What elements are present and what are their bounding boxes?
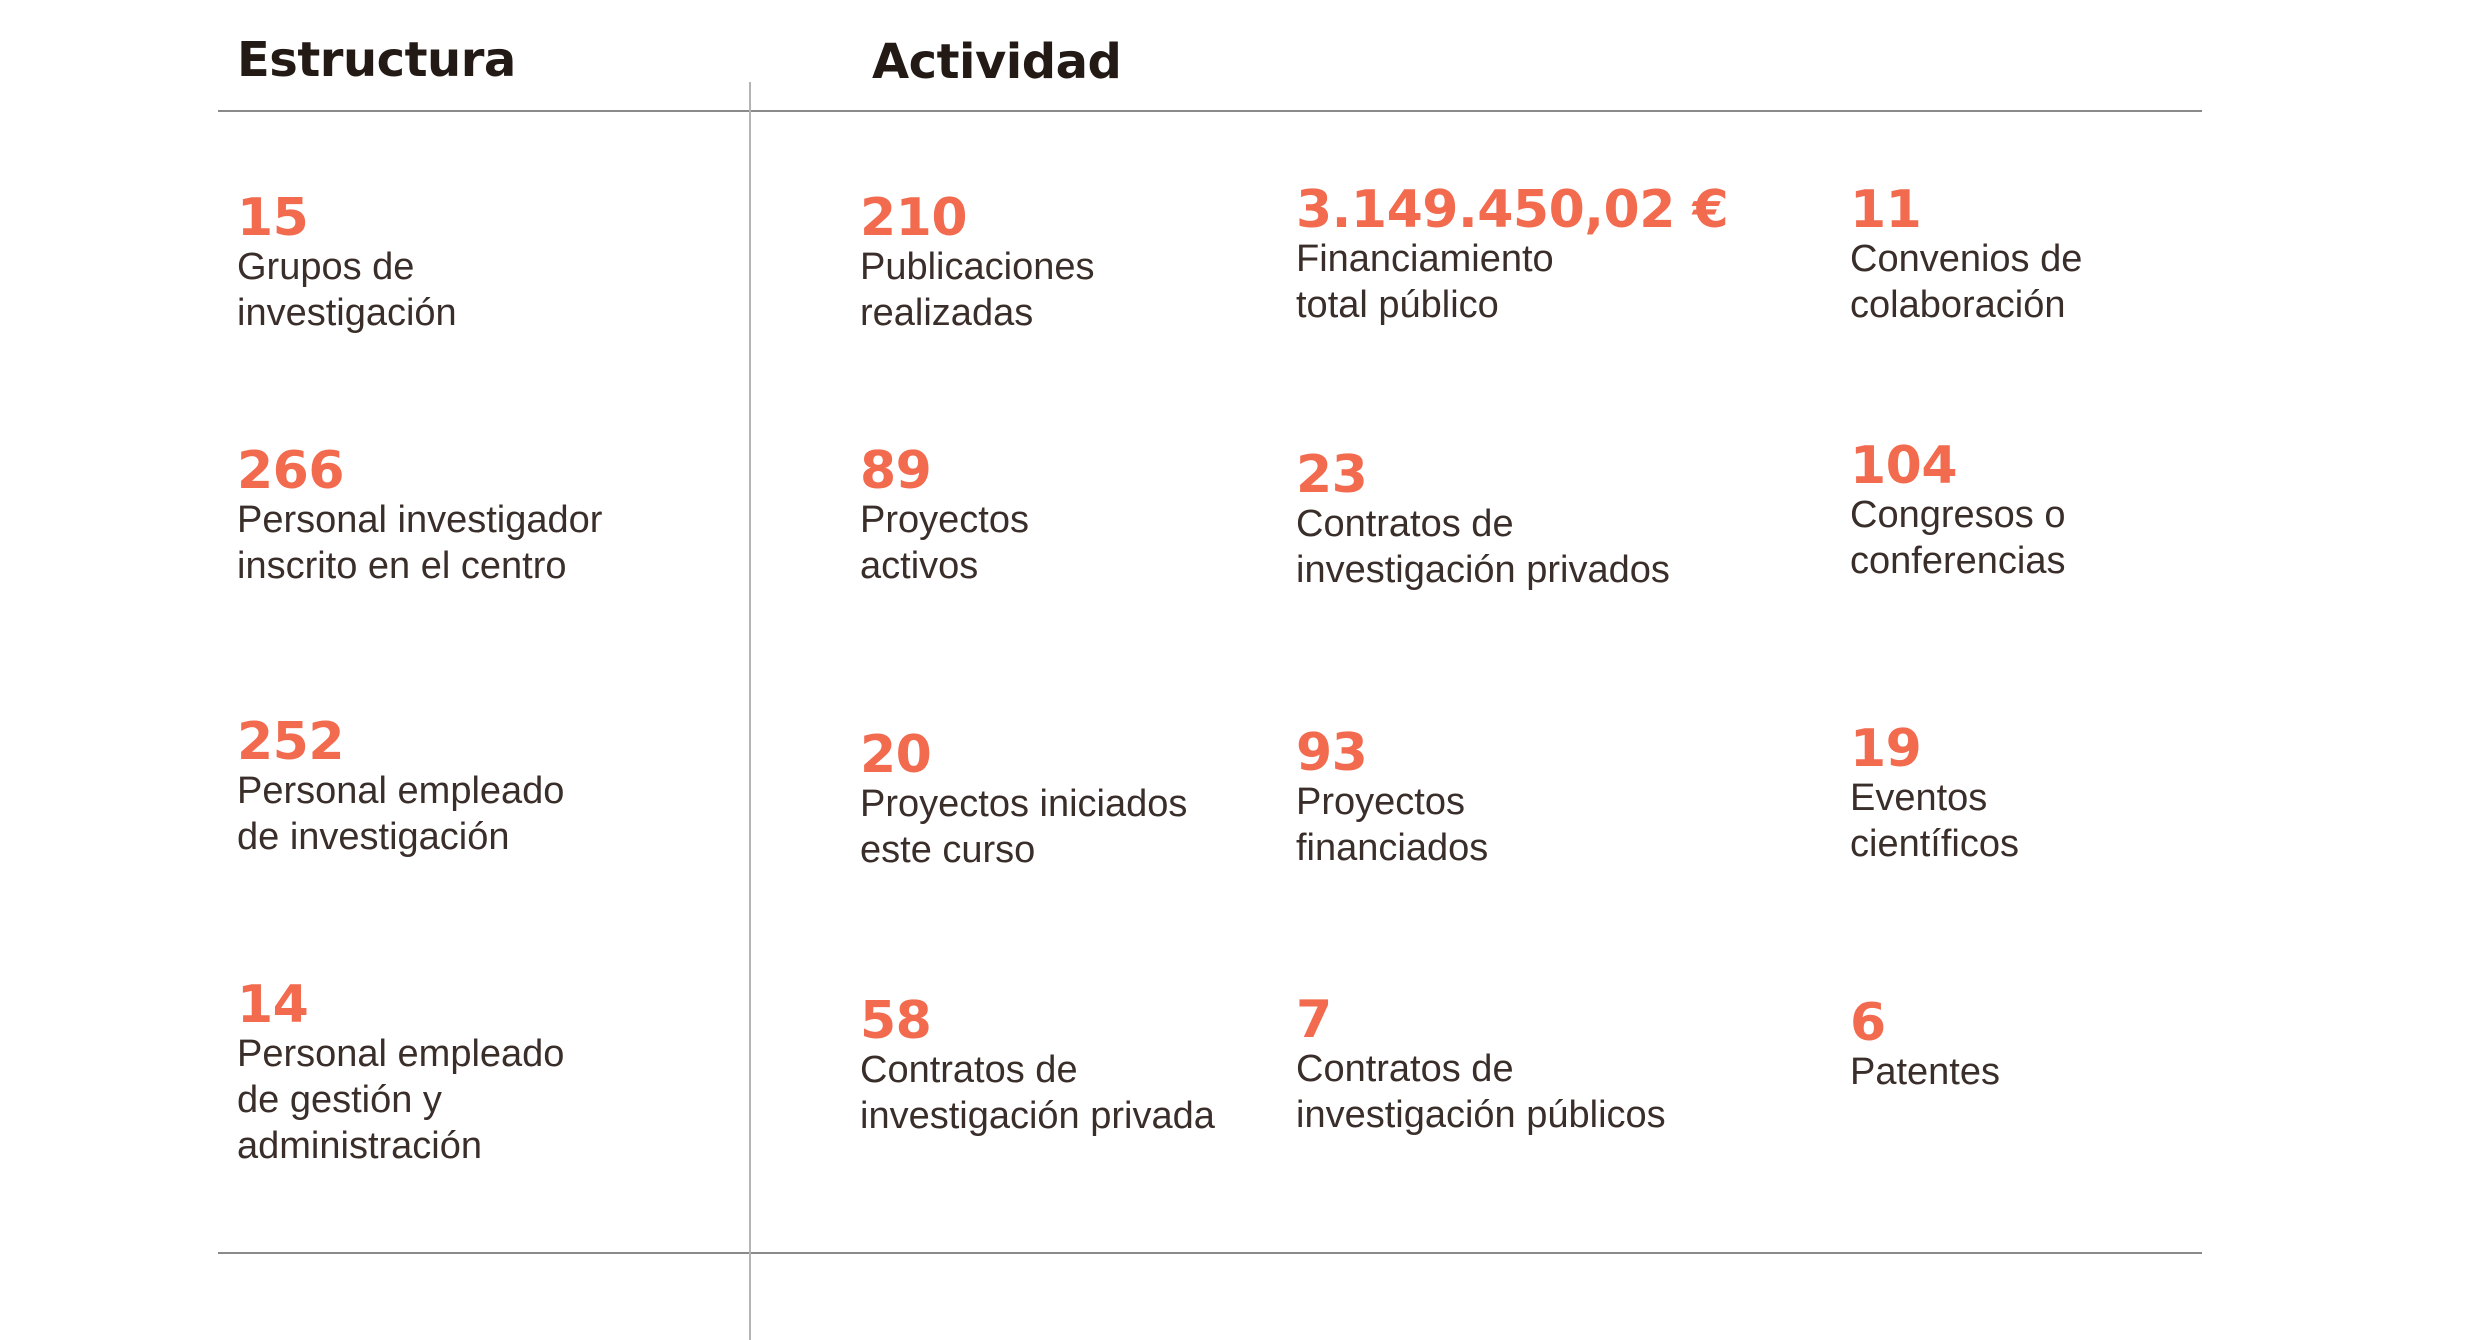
stat-proyectos-financiados: 93 Proyectos financiados: [1296, 725, 1488, 871]
stat-value: 19: [1850, 719, 1922, 779]
stat-personal-investigador: 266 Personal investigador inscrito en el…: [237, 443, 602, 589]
stat-value: 20: [860, 725, 932, 785]
stat-value: 89: [860, 441, 932, 501]
stat-label: Personal investigador inscrito en el cen…: [237, 499, 603, 587]
stat-label: Financiamiento total público: [1296, 238, 1554, 326]
stat-value: 58: [860, 991, 932, 1051]
stat-value: 14: [237, 975, 309, 1035]
stat-value: 104: [1850, 436, 1958, 496]
stat-label: Contratos de investigación privada: [860, 1049, 1215, 1137]
stat-label: Convenios de colaboración: [1850, 238, 2083, 326]
stat-value: 252: [237, 712, 345, 772]
stat-value: 11: [1850, 180, 1922, 240]
stat-value: 93: [1296, 723, 1368, 783]
bottom-divider: [218, 1252, 2202, 1254]
stat-value: 210: [860, 188, 968, 248]
stat-label: Grupos de investigación: [237, 246, 457, 334]
stat-value: 6: [1850, 993, 1886, 1053]
stat-contratos-privados: 23 Contratos de investigación privados: [1296, 447, 1670, 593]
stat-label: Proyectos financiados: [1296, 781, 1489, 869]
stat-label: Patentes: [1850, 1051, 2000, 1093]
stat-label: Proyectos iniciados este curso: [860, 783, 1188, 871]
column-divider: [749, 82, 751, 1340]
top-divider: [218, 110, 2202, 112]
stat-financiamiento: 3.149.450,02 € Financiamiento total públ…: [1296, 180, 1729, 328]
stat-value: 266: [237, 441, 345, 501]
stat-personal-empleado-investigacion: 252 Personal empleado de investigación: [237, 714, 564, 860]
stat-contratos-investigacion-privada: 58 Contratos de investigación privada: [860, 993, 1215, 1139]
stat-label: Contratos de investigación públicos: [1296, 1048, 1666, 1136]
stat-grupos-investigacion: 15 Grupos de investigación: [237, 190, 457, 336]
stat-label: Publicaciones realizadas: [860, 246, 1095, 334]
stat-value: 7: [1296, 990, 1332, 1050]
stat-value: 23: [1296, 445, 1368, 505]
stat-congresos: 104 Congresos o conferencias: [1850, 438, 2065, 584]
stat-proyectos-iniciados: 20 Proyectos iniciados este curso: [860, 727, 1187, 873]
stat-label: Personal empleado de investigación: [237, 770, 565, 858]
stat-label: Personal empleado de gestión y administr…: [237, 1033, 565, 1167]
stat-value: 15: [237, 188, 309, 248]
stat-publicaciones: 210 Publicaciones realizadas: [860, 190, 1094, 336]
stat-convenios: 11 Convenios de colaboración: [1850, 182, 2082, 328]
stat-label: Congresos o conferencias: [1850, 494, 2066, 582]
section-title-estructura: Estructura: [237, 32, 516, 88]
section-title-actividad: Actividad: [872, 34, 1122, 90]
stat-label: Contratos de investigación privados: [1296, 503, 1670, 591]
stat-label: Proyectos activos: [860, 499, 1029, 587]
stat-patentes: 6 Patentes: [1850, 995, 2000, 1095]
stat-label: Eventos científicos: [1850, 777, 2019, 865]
stat-eventos-cientificos: 19 Eventos científicos: [1850, 721, 2019, 867]
stat-personal-gestion: 14 Personal empleado de gestión y admini…: [237, 977, 564, 1169]
stat-value: 3.149.450,02 €: [1296, 180, 1729, 240]
stat-contratos-publicos: 7 Contratos de investigación públicos: [1296, 992, 1666, 1138]
stat-proyectos-activos: 89 Proyectos activos: [860, 443, 1029, 589]
